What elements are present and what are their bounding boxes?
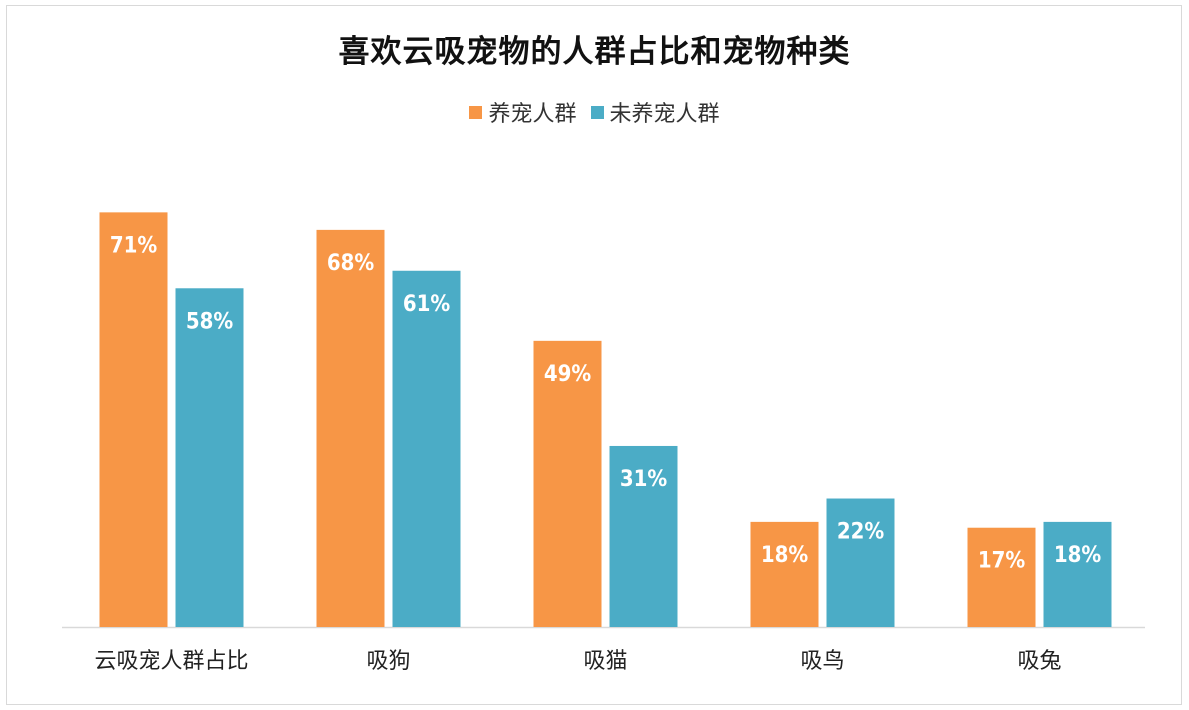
bar-pet-owners-4 bbox=[967, 527, 1036, 627]
chart-legend: 养宠人群 未养宠人群 bbox=[0, 96, 1189, 128]
legend-item-series-0: 养宠人群 bbox=[469, 96, 577, 128]
data-label-pet-owners-2: 49% bbox=[544, 362, 592, 387]
data-label-pet-owners-3: 18% bbox=[761, 543, 809, 568]
x-tick-label-3: 吸鸟 bbox=[800, 649, 844, 674]
x-tick-label-2: 吸猫 bbox=[583, 649, 627, 674]
x-tick-label-1: 吸狗 bbox=[366, 649, 410, 674]
bar-non-pet-owners-4 bbox=[1043, 521, 1112, 627]
legend-label-series-0: 养宠人群 bbox=[488, 102, 577, 127]
legend-swatch-series-1 bbox=[590, 105, 604, 119]
bar-pet-owners-3 bbox=[750, 521, 819, 627]
data-label-pet-owners-1: 68% bbox=[327, 251, 375, 276]
data-label-pet-owners-4: 17% bbox=[978, 549, 1026, 574]
data-label-non-pet-owners-4: 18% bbox=[1054, 543, 1102, 568]
data-label-pet-owners-0: 71% bbox=[110, 233, 158, 258]
bar-non-pet-owners-0 bbox=[175, 288, 244, 627]
bar-non-pet-owners-2 bbox=[609, 445, 678, 627]
legend-label-series-1: 未养宠人群 bbox=[609, 102, 720, 127]
data-label-non-pet-owners-1: 61% bbox=[403, 292, 451, 317]
legend-item-series-1: 未养宠人群 bbox=[590, 96, 720, 128]
x-tick-label-0: 云吸宠人群占比 bbox=[94, 649, 248, 674]
data-label-non-pet-owners-2: 31% bbox=[620, 467, 668, 492]
legend-swatch-series-0 bbox=[469, 105, 483, 119]
bar-pet-owners-0 bbox=[99, 212, 168, 628]
bar-non-pet-owners-3 bbox=[826, 498, 895, 627]
chart-title: 喜欢云吸宠物的人群占比和宠物种类 bbox=[338, 34, 851, 70]
bar-pet-owners-1 bbox=[316, 229, 385, 627]
bar-non-pet-owners-1 bbox=[392, 270, 461, 627]
x-tick-label-4: 吸兔 bbox=[1017, 649, 1061, 674]
bar-pet-owners-2 bbox=[533, 340, 602, 627]
data-label-non-pet-owners-3: 22% bbox=[837, 520, 885, 545]
data-label-non-pet-owners-0: 58% bbox=[186, 309, 234, 334]
